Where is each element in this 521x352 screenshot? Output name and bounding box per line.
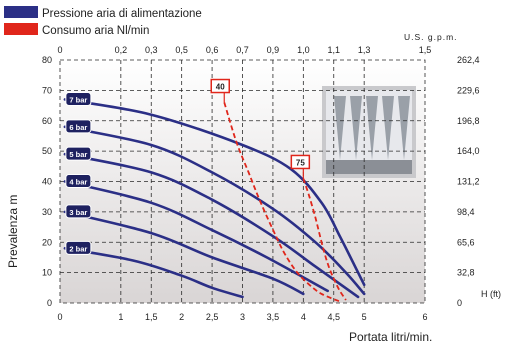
series-badge <box>65 240 92 255</box>
legend-label-consumption: Consumo aria Nl/min <box>42 25 149 37</box>
series-line <box>63 180 329 293</box>
right-tick-label: 65,6 <box>457 237 475 247</box>
consumption-box <box>210 78 230 94</box>
series-label: 7 bar <box>69 95 87 104</box>
consumption-box <box>290 154 311 170</box>
y-tick-label: 80 <box>42 55 52 65</box>
y-tick-label: 60 <box>42 116 52 126</box>
x-tick-label: 6 <box>422 312 427 322</box>
right-axis-label: H (ft) <box>481 289 501 299</box>
series-badge <box>65 174 92 188</box>
series-layer: 7 bar 6 bar 5 bar 4 bar 3 bar 2 bar <box>63 91 366 299</box>
x-tick-label: 1 <box>118 312 123 322</box>
series-badge <box>65 91 92 106</box>
x-axis-label: Portata litri/min. <box>349 330 432 344</box>
y-tick-label: 70 <box>42 85 52 95</box>
top-tick-label: 0,3 <box>145 45 158 55</box>
top-tick-label: 0,5 <box>175 45 188 55</box>
top-tick-label: 0,9 <box>267 45 280 55</box>
x-tick-label: 4 <box>301 312 306 322</box>
y-axis-label: Prevalenza m <box>6 195 20 268</box>
series-label: 4 bar <box>69 178 87 187</box>
top-tick-label: 0,6 <box>206 45 219 55</box>
series-label: 5 bar <box>69 150 87 159</box>
top-tick-label: 0 <box>57 45 62 55</box>
consumption-label: 40 <box>216 83 225 92</box>
series-line <box>63 210 305 296</box>
x-tick-label: 3 <box>240 312 245 322</box>
x-tick-label: 2,5 <box>206 312 219 322</box>
right-tick-label: 131,2 <box>457 177 480 187</box>
top-tick-label: 1,3 <box>358 45 371 55</box>
right-tick-label: 32,8 <box>457 268 475 278</box>
annotations-layer: 40 75 <box>210 78 347 303</box>
axes: 0010,21,50,320,52,50,630,73,50,941,04,51… <box>42 45 480 322</box>
top-tick-label: 1,5 <box>419 45 432 55</box>
series-line <box>63 152 360 299</box>
top-tick-label: 0,2 <box>115 45 128 55</box>
series-line <box>63 125 366 296</box>
x-tick-label: 3,5 <box>267 312 280 322</box>
top-tick-label: 1,0 <box>297 45 310 55</box>
series-badge <box>65 119 92 134</box>
consumption-line <box>223 102 341 303</box>
right-tick-label: 229,6 <box>457 85 480 95</box>
y-tick-label: 30 <box>42 207 52 217</box>
series-badge <box>65 146 92 161</box>
plot-frame <box>59 59 426 304</box>
legend-label-pressure: Pressione aria di alimentazione <box>42 8 202 20</box>
y-tick-label: 20 <box>42 237 52 247</box>
series-line <box>63 98 366 287</box>
y-tick-label: 50 <box>42 146 52 156</box>
series-label: 2 bar <box>69 244 87 253</box>
y-tick-label: 0 <box>47 298 52 308</box>
consumption-label: 75 <box>296 158 305 167</box>
series-badge <box>65 204 92 219</box>
right-tick-label: 98,4 <box>457 207 475 217</box>
x-tick-label: 2 <box>179 312 184 322</box>
series-line <box>63 247 244 299</box>
x-tick-label: 5 <box>362 312 367 322</box>
y-tick-label: 10 <box>42 268 52 278</box>
series-label: 6 bar <box>69 123 87 132</box>
top-axis-label: U.S. g.p.m. <box>404 32 458 42</box>
x-tick-label: 4,5 <box>327 312 340 322</box>
x-tick-label: 0 <box>57 312 62 322</box>
series-label: 3 bar <box>69 208 87 217</box>
y-tick-label: 40 <box>42 177 52 187</box>
top-tick-label: 1,1 <box>327 45 340 55</box>
right-tick-label: 0 <box>457 298 462 308</box>
legend-swatch-pressure <box>4 6 38 18</box>
right-tick-label: 196,8 <box>457 116 480 126</box>
pump-photo <box>322 86 416 178</box>
top-tick-label: 0,7 <box>236 45 249 55</box>
legend-swatch-consumption <box>4 23 38 35</box>
right-tick-label: 164,0 <box>457 146 480 156</box>
right-tick-label: 262,4 <box>457 55 480 65</box>
x-tick-label: 1,5 <box>145 312 158 322</box>
